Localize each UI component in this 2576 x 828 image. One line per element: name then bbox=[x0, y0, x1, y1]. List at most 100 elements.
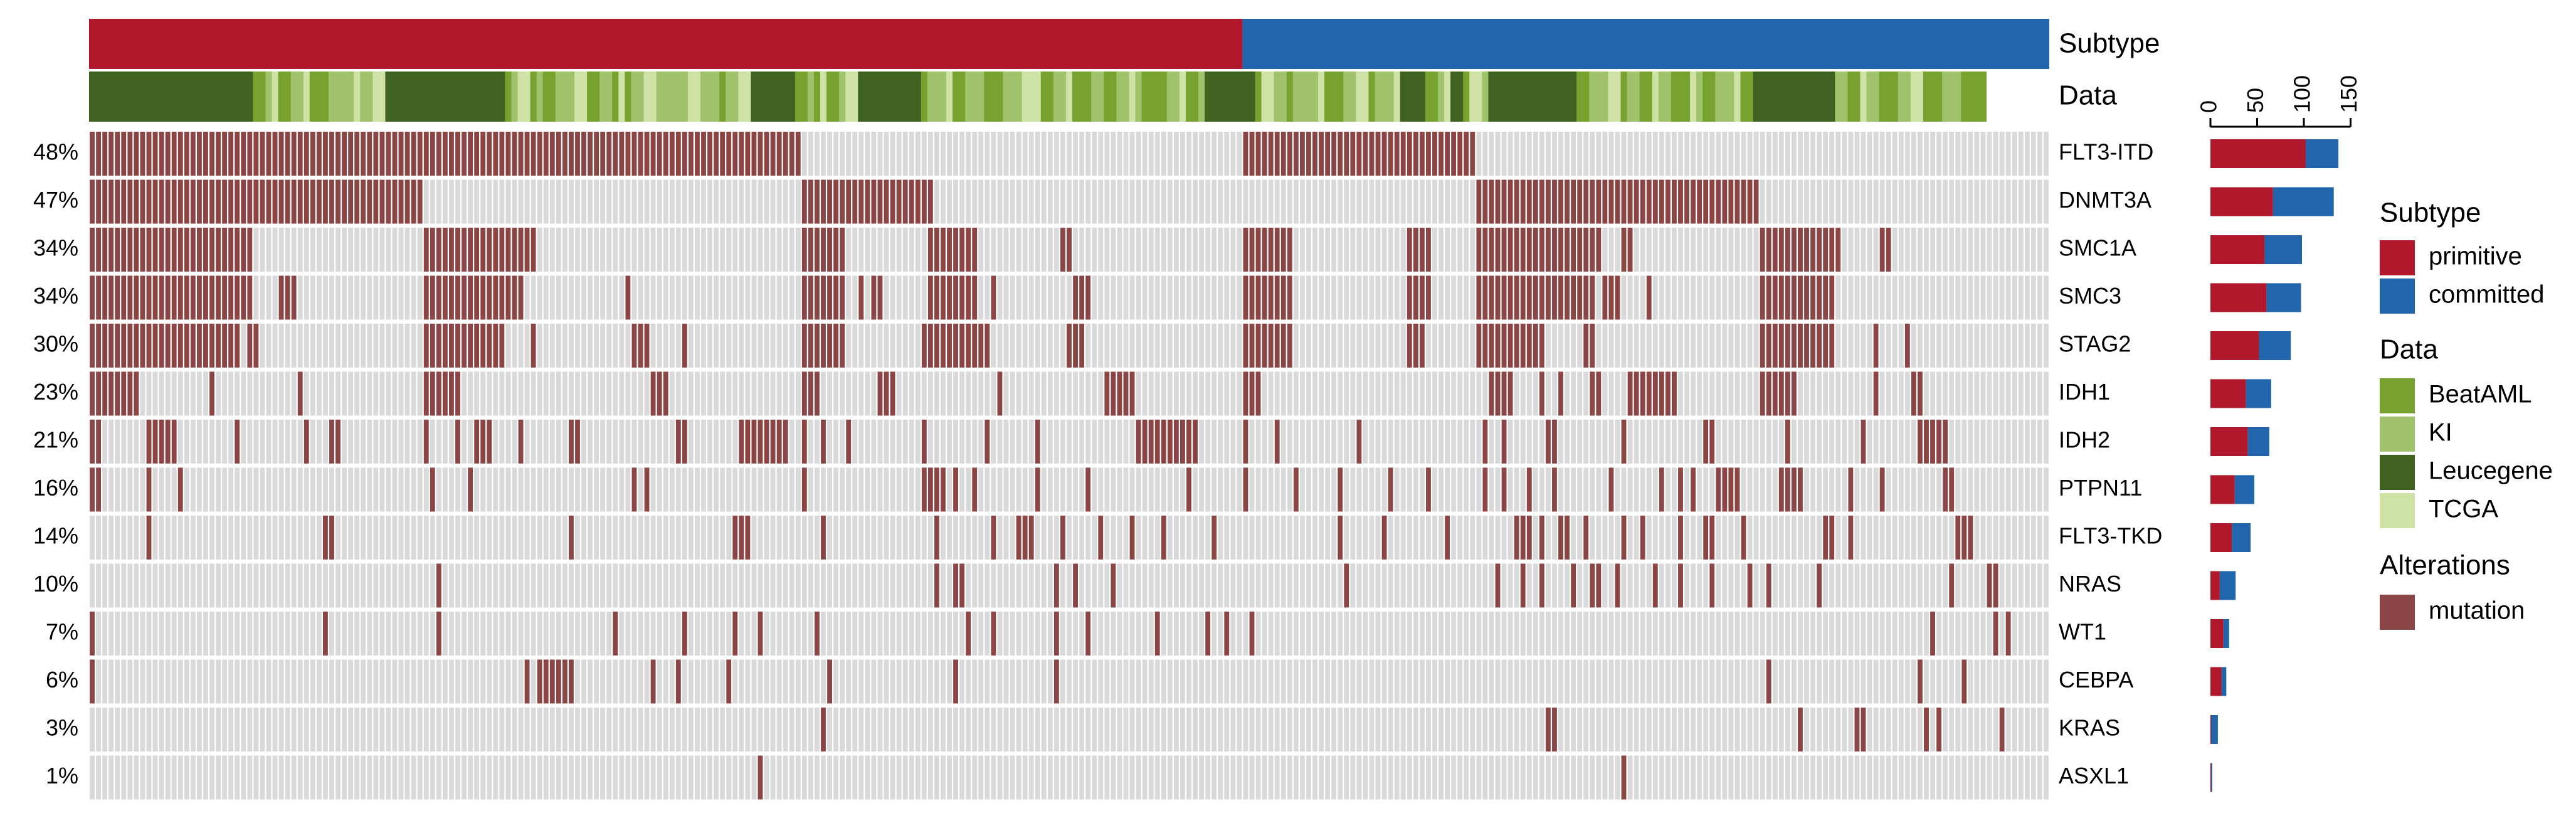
mutation-cell-dnmt3a bbox=[1589, 179, 1596, 224]
mutation-cell-flt3-itd bbox=[448, 132, 455, 176]
mutation-cell-dnmt3a bbox=[1664, 179, 1671, 224]
data-source-ki-cell bbox=[1438, 72, 1445, 122]
mutation-cell-flt3-itd bbox=[726, 132, 732, 176]
mutation-cell-smc1a bbox=[1065, 228, 1073, 272]
legend-beataml-swatch bbox=[2380, 378, 2415, 413]
mutation-cell-smc1a bbox=[246, 228, 253, 272]
mutation-cell-dnmt3a bbox=[1475, 179, 1482, 224]
percent-label-dnmt3a: 47% bbox=[33, 187, 78, 213]
mutation-cell-smc1a bbox=[833, 228, 840, 272]
mutation-cell-smc3 bbox=[1280, 275, 1287, 320]
mutation-cell-idh2 bbox=[1356, 420, 1363, 464]
mutation-cell-smc3 bbox=[448, 275, 455, 320]
mutation-cell-wt1 bbox=[813, 612, 820, 656]
mutation-cell-smc3 bbox=[228, 275, 235, 320]
mutation-cell-cebpa bbox=[561, 659, 568, 704]
mutation-cell-idh2 bbox=[984, 420, 991, 464]
legend-subtype-title: Subtype bbox=[2380, 198, 2481, 228]
mutation-cell-smc1a bbox=[189, 228, 196, 272]
mutation-cell-flt3-itd bbox=[668, 132, 675, 176]
data-source-leucegene-cell bbox=[1205, 72, 1256, 122]
mutation-cell-dnmt3a bbox=[410, 179, 417, 224]
data-source-ki-cell bbox=[555, 72, 575, 122]
data-source-tcga-cell bbox=[1261, 72, 1275, 122]
mutation-cell-smc3 bbox=[461, 275, 468, 320]
mutation-cell-ptpn11 bbox=[1715, 467, 1722, 512]
mutation-cell-cebpa bbox=[536, 659, 543, 704]
mutation-cell-stag2 bbox=[1406, 324, 1413, 368]
mutation-cell-smc1a bbox=[133, 228, 140, 272]
mutation-cell-flt3-tkd bbox=[1160, 516, 1167, 560]
mutation-cell-smc1a bbox=[1822, 228, 1829, 272]
mutation-cell-dnmt3a bbox=[114, 179, 121, 224]
mutation-cell-flt3-tkd bbox=[732, 516, 739, 560]
mutation-cell-smc3 bbox=[284, 275, 291, 320]
mutation-cell-dnmt3a bbox=[1721, 179, 1728, 224]
mutation-cell-flt3-itd bbox=[738, 132, 745, 176]
mutation-cell-idh1 bbox=[102, 371, 108, 416]
mutation-cell-smc1a bbox=[228, 228, 235, 272]
mutation-cell-idh2 bbox=[1551, 420, 1558, 464]
mutation-cell-wt1 bbox=[965, 612, 972, 656]
bar-committed-ptpn11 bbox=[2234, 475, 2255, 504]
gene-label-ptpn11: PTPN11 bbox=[2059, 475, 2142, 501]
data-source-ki-cell bbox=[927, 72, 947, 122]
mutation-cell-flt3-tkd bbox=[1519, 516, 1526, 560]
mutation-cell-dnmt3a bbox=[228, 179, 235, 224]
mutation-cell-nras bbox=[1538, 563, 1545, 608]
data-source-tcga-cell bbox=[1179, 72, 1186, 122]
mutation-cell-idh1 bbox=[1122, 371, 1129, 416]
mutation-cell-smc3 bbox=[1494, 275, 1501, 320]
mutation-cell-nras bbox=[1589, 563, 1596, 608]
mutation-cell-idh2 bbox=[454, 420, 462, 464]
mutation-cell-smc3 bbox=[1790, 275, 1797, 320]
mutation-cell-flt3-itd bbox=[656, 132, 663, 176]
mutation-cell-smc3 bbox=[1475, 275, 1482, 320]
mutation-cell-flt3-itd bbox=[732, 132, 739, 176]
mutation-cell-smc1a bbox=[1406, 228, 1413, 272]
mutation-cell-smc1a bbox=[102, 228, 108, 272]
mutation-cell-idh1 bbox=[114, 371, 121, 416]
mutation-cell-smc3 bbox=[152, 275, 159, 320]
mutation-cell-idh2 bbox=[845, 420, 852, 464]
mutation-cell-idh2 bbox=[820, 420, 827, 464]
mutation-cell-smc3 bbox=[95, 275, 102, 320]
mutation-cell-smc1a bbox=[139, 228, 146, 272]
mutation-cell-ptpn11 bbox=[939, 467, 946, 512]
mutation-cell-smc1a bbox=[202, 228, 209, 272]
bar-committed-flt3-tkd bbox=[2232, 523, 2251, 552]
data-source-beataml-cell bbox=[1879, 72, 1899, 122]
mutation-cell-smc1a bbox=[473, 228, 480, 272]
mutation-cell-dnmt3a bbox=[1494, 179, 1501, 224]
mutation-cell-smc3 bbox=[1418, 275, 1425, 320]
mutation-cell-ptpn11 bbox=[1942, 467, 1949, 512]
mutation-cell-flt3-itd bbox=[215, 132, 222, 176]
mutation-cell-smc3 bbox=[826, 275, 833, 320]
mutation-cell-flt3-itd bbox=[542, 132, 549, 176]
data-source-beataml-cell bbox=[1286, 72, 1294, 122]
data-source-ki-cell bbox=[1658, 72, 1672, 122]
mutation-cell-stag2 bbox=[927, 324, 934, 368]
data-source-beataml-cell bbox=[813, 72, 821, 122]
mutation-cell-smc3 bbox=[1570, 275, 1577, 320]
mutation-cell-idh2 bbox=[517, 420, 524, 464]
mutation-cell-idh1 bbox=[423, 371, 430, 416]
mutation-cell-dnmt3a bbox=[152, 179, 159, 224]
mutation-cell-smc1a bbox=[839, 228, 846, 272]
mutation-cell-ptpn11 bbox=[631, 467, 638, 512]
mutation-cell-flt3-itd bbox=[246, 132, 253, 176]
mutation-cell-dnmt3a bbox=[877, 179, 884, 224]
mutation-cell-stag2 bbox=[1771, 324, 1778, 368]
mutation-cell-flt3-itd bbox=[631, 132, 638, 176]
mutation-cell-idh2 bbox=[776, 420, 783, 464]
bar-primitive-ptpn11 bbox=[2210, 475, 2235, 504]
mutation-cell-stag2 bbox=[108, 324, 115, 368]
data-source-ki-cell bbox=[1091, 72, 1104, 122]
mutation-cell-nras bbox=[1816, 563, 1823, 608]
mutation-cell-stag2 bbox=[984, 324, 991, 368]
mutation-cell-smc3 bbox=[473, 275, 480, 320]
bar-committed-idh1 bbox=[2246, 379, 2271, 408]
data-source-beataml-cell bbox=[1576, 72, 1590, 122]
mutation-cell-flt3-itd bbox=[480, 132, 487, 176]
mutation-cell-flt3-itd bbox=[315, 132, 322, 176]
